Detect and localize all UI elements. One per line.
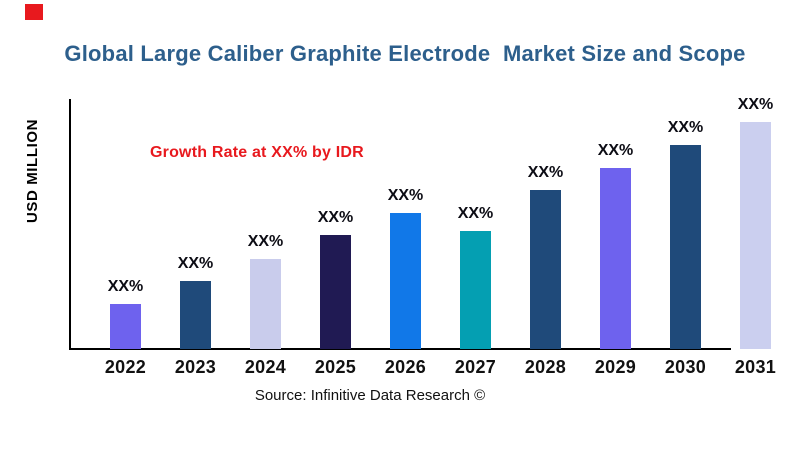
- bar-value-label-2026: XX%: [387, 187, 424, 204]
- x-axis-tick-2027: 2027: [454, 357, 497, 377]
- bar-2026: [390, 213, 421, 349]
- bar-value-label-2027: XX%: [457, 205, 494, 222]
- bar-2028: [530, 190, 561, 349]
- x-axis-tick-2023: 2023: [174, 357, 217, 377]
- x-axis-tick-2030: 2030: [664, 357, 707, 377]
- x-axis-tick-2026: 2026: [384, 357, 427, 377]
- bar-value-label-2031: XX%: [737, 96, 774, 113]
- bar-value-label-2025: XX%: [317, 209, 354, 226]
- x-axis-tick-2025: 2025: [314, 357, 357, 377]
- brand-mark: [25, 4, 43, 20]
- x-axis-tick-2024: 2024: [244, 357, 287, 377]
- bar-2027: [460, 231, 491, 349]
- growth-rate-annotation: Growth Rate at XX% by IDR: [150, 144, 364, 161]
- bar-value-label-2029: XX%: [597, 142, 634, 159]
- x-axis-line: [69, 348, 731, 350]
- y-axis-title: USD MILLION: [24, 118, 41, 224]
- bar-2022: [110, 304, 141, 349]
- bar-value-label-2022: XX%: [107, 278, 144, 295]
- bar-2025: [320, 235, 351, 349]
- bar-2031: [740, 122, 771, 349]
- bar-value-label-2024: XX%: [247, 233, 284, 250]
- x-axis-tick-2031: 2031: [734, 357, 777, 377]
- x-axis-tick-2029: 2029: [594, 357, 637, 377]
- x-axis-tick-2028: 2028: [524, 357, 567, 377]
- source-attribution: Source: Infinitive Data Research ©: [254, 387, 486, 404]
- bar-2024: [250, 259, 281, 349]
- x-axis-tick-2022: 2022: [104, 357, 147, 377]
- bar-value-label-2023: XX%: [177, 255, 214, 272]
- chart-title: Global Large Caliber Graphite Electrode …: [64, 41, 746, 66]
- bar-2029: [600, 168, 631, 349]
- y-axis-line: [69, 99, 71, 350]
- bar-value-label-2028: XX%: [527, 164, 564, 181]
- bar-value-label-2030: XX%: [667, 119, 704, 136]
- bar-2030: [670, 145, 701, 349]
- bar-2023: [180, 281, 211, 349]
